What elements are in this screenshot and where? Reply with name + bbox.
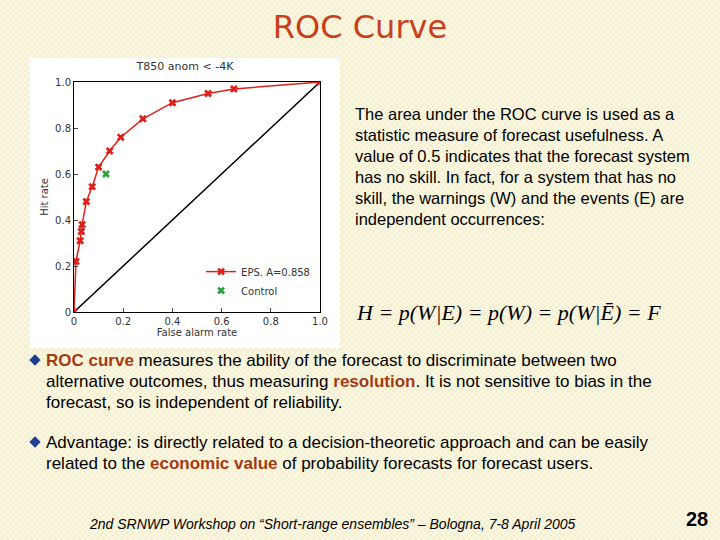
svg-text:Control: Control [241,286,277,297]
html-text:ROC curve measures the ability: ROC curve measures the ability of the fo… [46,351,652,412]
svg-text:1.0: 1.0 [312,316,328,327]
svg-text:0.2: 0.2 [115,316,131,327]
svg-text:0: 0 [65,307,71,318]
svg-text:EPS. A=0.858: EPS. A=0.858 [241,267,310,278]
html-text:2nd SRNWP Workshop on “Short-r: 2nd SRNWP Workshop on “Short-range ensem… [90,516,576,532]
html-text:Advantage: is directly related: Advantage: is directly related to a deci… [46,433,648,473]
svg-text:0.8: 0.8 [263,316,279,327]
svg-text:0.6: 0.6 [214,316,230,327]
svg-text:0.2: 0.2 [55,261,71,272]
svg-text:0.4: 0.4 [55,215,71,226]
svg-text:0: 0 [71,316,77,327]
svg-text:0.4: 0.4 [164,316,180,327]
svg-text:False alarm rate: False alarm rate [157,327,237,338]
svg-text:0.8: 0.8 [55,123,71,134]
html-text:The area under the ROC curve i: The area under the ROC curve is used as … [355,105,690,228]
html-text:ROC Curve: ROC Curve [272,8,448,46]
svg-text:Hit rate: Hit rate [39,178,50,216]
svg-text:0.6: 0.6 [55,169,71,180]
svg-text:T850 anom < -4K: T850 anom < -4K [136,60,235,73]
svg-text:1.0: 1.0 [55,77,71,88]
html-text:H = p(W|E) = p(W) = p(W|Ē) = F: H = p(W|E) = p(W) = p(W|Ē) = F [357,300,661,325]
html-text:28: 28 [686,508,709,530]
